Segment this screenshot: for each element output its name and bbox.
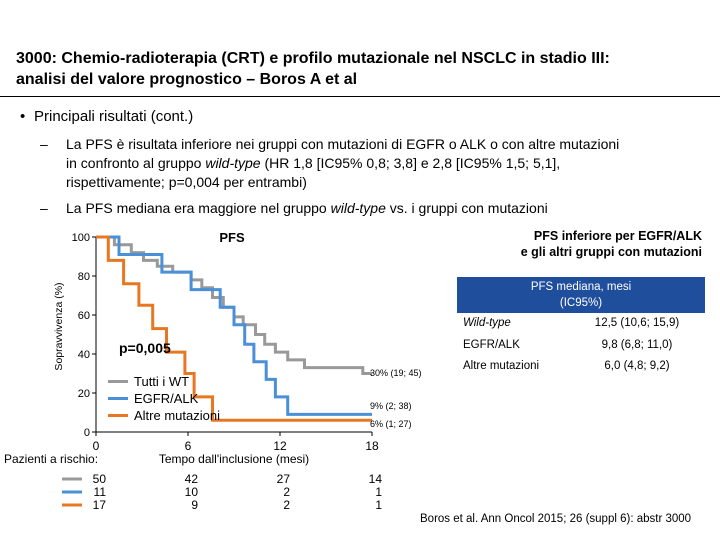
sub-bullet-2-line: La PFS mediana era maggiore nel gruppo w…: [66, 199, 548, 218]
risk-table-label: Pazienti a rischio:: [4, 452, 98, 466]
main-bullet-text: Principali risultati (cont.): [34, 108, 194, 125]
chart-labels: Sopravvivenza (%) Tempo dall'inclusione (…: [4, 230, 422, 512]
sub-bullet-1: – La PFS è risultata inferiore nei grupp…: [40, 135, 710, 195]
y-tick-label: 60: [78, 310, 90, 322]
median-table-header-line-2: (IC95%): [559, 297, 603, 309]
y-axis-label: Sopravvivenza (%): [53, 282, 65, 370]
risk-count: 1: [375, 498, 382, 512]
sub-bullet-2-italic: wild-type: [330, 200, 386, 216]
main-bullet: • Principali risultati (cont.): [20, 108, 193, 125]
pfs-note-line-1: PFS inferiore per EGFR/ALK: [533, 229, 702, 243]
legend-swatch: [108, 397, 128, 400]
y-tick-label: 80: [78, 271, 90, 283]
median-table-value: 6,0 (4,8; 9,2): [604, 360, 670, 372]
sub-bullet-1-text-2: (HR 1,8 [IC95% 0,8; 3,8] e 2,8 [IC95% 1,…: [260, 155, 561, 171]
median-table-header: PFS mediana, mesi (IC95%): [457, 277, 705, 313]
sub-bullet-dash: –: [40, 136, 48, 152]
chart-axes: 0 20 40 60 80 100 0 6 12 18: [72, 232, 379, 453]
sub-bullet-1-line-3: rispettivamente; p=0,004 per entrambi): [66, 174, 307, 190]
risk-count: 2: [283, 498, 290, 512]
title-divider: [0, 96, 720, 97]
sub-bullet-1-line-1: La PFS è risultata inferiore nei gruppi …: [66, 136, 620, 152]
sub-bullet-1-line-2: in confronto al gruppo wild-type (HR 1,8…: [66, 154, 711, 173]
sub-bullet-2: – La PFS mediana era maggiore nel gruppo…: [40, 199, 710, 219]
slide-title-line-1: 3000: Chemio-radioterapia (CRT) e profil…: [16, 50, 610, 67]
chart-series: [96, 235, 372, 422]
pfs-note-line-2: e gli altri gruppi con mutazioni: [520, 245, 702, 259]
x-tick-label: 6: [185, 439, 192, 453]
risk-count: 17: [93, 498, 107, 512]
km-curve: [96, 235, 372, 416]
median-table-group: EGFR/ALK: [463, 339, 520, 351]
chart-title: PFS: [219, 230, 245, 245]
legend-item-wt: Tutti i WT: [108, 374, 189, 389]
median-table-group: Wild-type: [463, 317, 511, 329]
x-tick-label: 0: [93, 439, 100, 453]
y-tick-label: 20: [78, 388, 90, 400]
y-tick-label: 0: [84, 427, 90, 439]
risk-count: 42: [185, 472, 199, 486]
sub-bullet-1-italic: wild-type: [205, 155, 261, 171]
sub-bullet-dash: –: [40, 200, 48, 216]
risk-count: 9: [191, 498, 198, 512]
legend-swatch: [108, 414, 128, 417]
pfs-note: PFS inferiore per EGFR/ALK e gli altri g…: [440, 228, 702, 260]
sub-bullet-2-text: La PFS mediana era maggiore nel gruppo: [66, 200, 331, 216]
sub-bullet-1-text: in confronto al gruppo: [66, 155, 206, 171]
risk-count: 11: [94, 485, 107, 499]
risk-count: 50: [93, 472, 107, 486]
legend-label: EGFR/ALK: [134, 391, 199, 406]
y-tick-label: 100: [72, 232, 90, 244]
risk-count: 2: [283, 485, 290, 499]
risk-count: 27: [277, 472, 291, 486]
median-table-value: 12,5 (10,6; 15,9): [594, 317, 680, 329]
bullet-dot: •: [20, 108, 26, 125]
x-axis-label: Tempo dall'inclusione (mesi): [159, 452, 309, 466]
sub-bullet-2-text-2: vs. i gruppi con mutazioni: [385, 200, 548, 216]
risk-count: 1: [375, 485, 382, 499]
legend-swatch: [108, 380, 128, 383]
km-curve: [96, 235, 372, 375]
citation: Boros et al. Ann Oncol 2015; 26 (suppl 6…: [420, 513, 692, 525]
median-table-group: Altre mutazioni: [463, 360, 540, 372]
median-table-header-line-1: PFS mediana, mesi: [530, 281, 632, 293]
legend-item-altre: Altre mutazioni: [108, 408, 220, 423]
risk-count: 10: [185, 485, 199, 499]
curve-end-label: 6% (1; 27): [370, 419, 412, 429]
slide-title: 3000: Chemio-radioterapia (CRT) e profil…: [16, 48, 706, 90]
curve-end-label: 30% (19; 45): [370, 368, 422, 378]
slide-title-line-2: analisi del valore prognostico – Boros A…: [16, 71, 358, 88]
legend-label: Altre mutazioni: [134, 408, 220, 423]
x-tick-label: 12: [273, 439, 287, 453]
p-value-label: p=0,005: [119, 340, 171, 356]
y-tick-label: 40: [78, 349, 90, 361]
km-curve: [96, 235, 372, 422]
x-tick-label: 18: [365, 439, 379, 453]
risk-count: 14: [369, 472, 383, 486]
median-table-value: 9,8 (6,8; 11,0): [601, 339, 673, 351]
legend-item-egfr-alk: EGFR/ALK: [108, 391, 198, 406]
legend-label: Tutti i WT: [134, 374, 190, 389]
curve-end-label: 9% (2; 38): [370, 401, 412, 411]
